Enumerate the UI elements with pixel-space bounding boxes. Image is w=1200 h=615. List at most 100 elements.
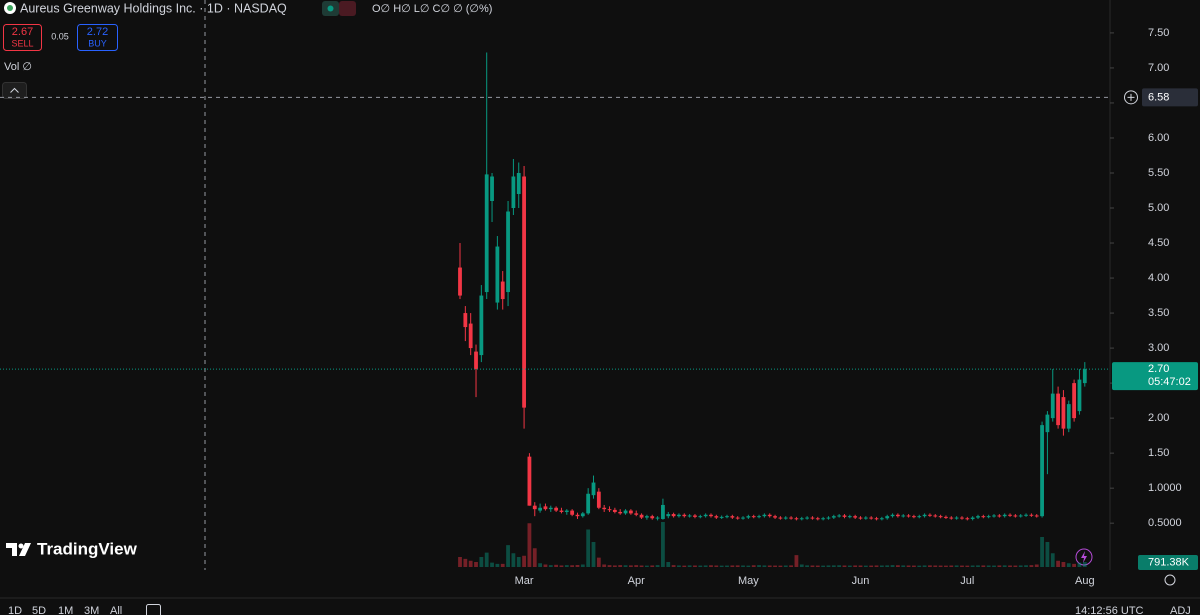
volume-bar: [554, 564, 559, 567]
x-tick-label: May: [738, 575, 759, 587]
volume-bar: [773, 565, 777, 567]
volume-bar: [885, 565, 890, 567]
alert-icon[interactable]: [1075, 548, 1093, 566]
candle-body: [623, 510, 628, 514]
candle-body: [874, 518, 879, 520]
y-tick-label: 5.00: [1148, 202, 1169, 214]
volume-bar: [783, 565, 788, 567]
candle-body: [1002, 514, 1007, 517]
candle-body: [725, 516, 729, 518]
volume-bar: [1050, 553, 1055, 567]
candle-body: [570, 510, 575, 515]
candle-body: [885, 516, 890, 519]
candle-body: [628, 510, 633, 514]
volume-bar: [591, 542, 596, 567]
range-button[interactable]: 1D: [8, 605, 22, 615]
date-range-icon[interactable]: [146, 604, 161, 615]
y-tick-label: 7.50: [1148, 27, 1169, 39]
candle-body: [500, 281, 505, 300]
candle-body: [591, 482, 596, 496]
volume-bar: [741, 565, 745, 567]
candle-body: [879, 518, 884, 520]
volume-bar: [1072, 563, 1077, 567]
volume-bar: [511, 553, 516, 567]
candle-body: [719, 516, 724, 518]
settings-icon[interactable]: [1164, 574, 1176, 586]
candle-body: [612, 509, 617, 512]
volume-bar: [826, 565, 831, 567]
volume-bar: [575, 565, 580, 567]
volume-bar: [1040, 537, 1044, 567]
volume-bar: [757, 565, 761, 567]
volume-bar: [837, 565, 842, 567]
candle-body: [645, 516, 649, 518]
sell-button[interactable]: [3, 24, 42, 51]
volume-bar: [1013, 565, 1018, 567]
candle-body: [997, 515, 1002, 517]
volume-bar: [933, 565, 938, 567]
candle-body: [757, 516, 761, 518]
candle-body: [928, 514, 932, 516]
volume-bar: [709, 565, 713, 567]
volume-bar: [516, 557, 521, 567]
candle-body: [981, 516, 986, 518]
volume-bar: [981, 565, 986, 567]
candle-body: [463, 313, 468, 328]
alert-bolt: [1081, 551, 1087, 563]
candle-body: [490, 176, 494, 202]
status-toggle[interactable]: [339, 1, 356, 16]
volume-bar: [725, 565, 729, 567]
symbol-title: Aureus Greenway Holdings Inc. · 1D · NAS…: [20, 1, 287, 15]
range-button[interactable]: 3M: [84, 605, 99, 615]
candle-body: [762, 514, 767, 517]
candle-body: [938, 516, 943, 518]
volume-bar: [1008, 565, 1012, 567]
plot: [458, 52, 1087, 567]
volume-bar: [655, 565, 660, 567]
volume-bar: [698, 565, 703, 567]
candle-body: [682, 514, 687, 517]
adjust-button[interactable]: ADJ: [1170, 605, 1191, 615]
add-alert-button[interactable]: [1124, 90, 1138, 105]
candle-body: [751, 516, 756, 518]
volume-bar: [992, 565, 996, 567]
brand-name: TradingView: [37, 539, 138, 558]
candle-body: [746, 516, 751, 518]
candle-body: [847, 516, 852, 518]
range-button[interactable]: 1M: [58, 605, 73, 615]
volume-bar: [548, 565, 553, 567]
candle-body: [548, 507, 553, 510]
candle-body: [949, 517, 954, 519]
buy-button[interactable]: [77, 24, 118, 51]
volume-bar: [661, 522, 665, 567]
collapse-button[interactable]: [2, 82, 27, 99]
volume-bar: [468, 560, 473, 567]
volume-bar: [607, 565, 612, 567]
candle-body: [522, 176, 526, 408]
x-tick-label: Apr: [628, 575, 645, 587]
candle-body: [1024, 514, 1028, 516]
candle-body: [1056, 393, 1060, 426]
volume-bar: [666, 562, 671, 567]
volume-bar: [922, 565, 927, 567]
volume-bar: [463, 558, 468, 567]
candle-body: [709, 514, 713, 517]
candle-body: [1061, 397, 1066, 429]
volume-bar: [484, 552, 489, 567]
volume-bar: [543, 564, 548, 567]
volume-bar: [976, 565, 980, 567]
candle-body: [1066, 404, 1071, 429]
candle-body: [538, 507, 543, 511]
candle-body: [554, 507, 559, 511]
candle-body: [954, 517, 959, 519]
candle-body: [741, 517, 745, 519]
range-button[interactable]: All: [110, 605, 122, 615]
countdown: 05:47:02: [1148, 376, 1191, 388]
y-tick-label: 4.00: [1148, 272, 1169, 284]
collapse-icon: [10, 87, 19, 93]
candle-body: [693, 515, 697, 517]
range-button[interactable]: 5D: [32, 605, 46, 615]
volume-bar: [623, 565, 628, 567]
volume-bar: [805, 565, 810, 567]
candle-body: [479, 295, 484, 356]
